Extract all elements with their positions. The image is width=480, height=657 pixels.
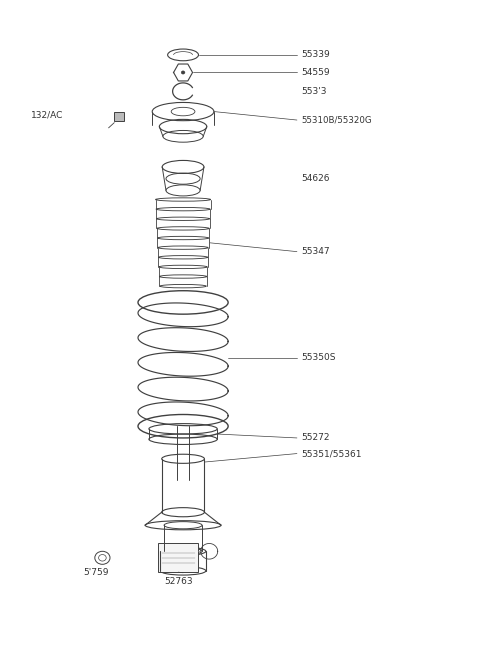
Text: 55350S: 55350S	[301, 353, 336, 362]
Text: 55351/55361: 55351/55361	[301, 449, 362, 458]
Text: 55310B/55320G: 55310B/55320G	[301, 116, 372, 125]
Text: 55272: 55272	[301, 434, 330, 442]
Text: 55347: 55347	[301, 247, 330, 256]
Text: 132/AC: 132/AC	[31, 110, 64, 120]
Bar	[114, 112, 124, 121]
Bar	[158, 543, 198, 572]
Text: 5'759: 5'759	[84, 568, 109, 578]
Text: 54559: 54559	[301, 68, 330, 77]
Text: 54626: 54626	[301, 174, 330, 183]
Text: 553'3: 553'3	[301, 87, 327, 96]
Text: 52763: 52763	[164, 577, 192, 586]
Text: 55339: 55339	[301, 51, 330, 59]
Ellipse shape	[181, 71, 185, 74]
